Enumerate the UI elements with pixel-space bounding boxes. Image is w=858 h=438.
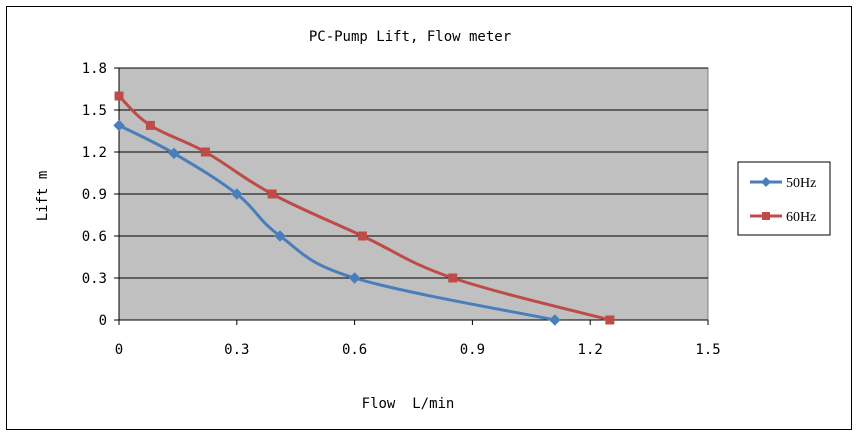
x-tick-label: 0.6 bbox=[342, 342, 367, 358]
x-tick-label: 1.2 bbox=[578, 342, 603, 358]
gridlines bbox=[119, 67, 708, 279]
x-axis-label: Flow L/min bbox=[362, 396, 455, 412]
data-point-60hz bbox=[267, 189, 277, 199]
y-tick-label: 1.8 bbox=[82, 61, 107, 77]
line-chart: PC-Pump Lift, Flow meter 0 0.3 0.6 0.9 1.2 1.… bbox=[35, 29, 831, 412]
legend-box bbox=[737, 161, 831, 236]
x-tick-label: 1.5 bbox=[695, 342, 720, 358]
data-point-50hz bbox=[231, 188, 243, 200]
y-axis-tick-labels: 0 0.3 0.6 0.9 1.2 1.5 1.8 bbox=[82, 61, 107, 329]
legend-label-60hz: 60Hz bbox=[786, 210, 816, 225]
series-lines bbox=[113, 91, 615, 326]
data-point-50hz bbox=[348, 272, 361, 284]
data-point-50hz bbox=[274, 230, 286, 242]
x-tick-label: 0 bbox=[115, 342, 123, 358]
y-tick-label: 0.9 bbox=[82, 187, 107, 203]
data-point-60hz bbox=[357, 231, 367, 241]
x-tick-label: 0.3 bbox=[224, 342, 249, 358]
x-axis-tick-labels: 0 0.3 0.6 0.9 1.2 1.5 bbox=[115, 342, 721, 358]
x-tick-label: 0.9 bbox=[460, 342, 485, 358]
data-point-50hz bbox=[113, 119, 125, 132]
data-point-50hz bbox=[549, 314, 561, 326]
data-point-50hz bbox=[168, 147, 180, 160]
data-point-60hz bbox=[114, 91, 124, 101]
data-point-60hz bbox=[200, 147, 210, 157]
series-line-60hz bbox=[117, 94, 611, 322]
y-tick-label: 0.3 bbox=[82, 271, 107, 287]
y-tick-label: 1.2 bbox=[82, 145, 107, 161]
y-tick-label: 0 bbox=[99, 313, 107, 329]
legend-label-50hz: 50Hz bbox=[786, 176, 816, 191]
data-point-60hz bbox=[605, 315, 615, 325]
y-tick-label: 0.6 bbox=[82, 229, 107, 245]
chart-area[interactable]: PC-Pump Lift, Flow meter 0 0.3 0.6 0.9 1.2 1.… bbox=[6, 6, 852, 430]
data-point-60hz bbox=[145, 120, 155, 130]
data-point-60hz bbox=[448, 273, 458, 283]
legend: 50Hz 60Hz bbox=[737, 161, 831, 236]
y-tick-label: 1.5 bbox=[82, 103, 107, 119]
legend-marker-50hz bbox=[761, 177, 771, 187]
legend-marker-60hz bbox=[762, 212, 770, 220]
chart-title: PC-Pump Lift, Flow meter bbox=[309, 29, 511, 45]
y-axis-label: Lift m bbox=[35, 171, 51, 222]
